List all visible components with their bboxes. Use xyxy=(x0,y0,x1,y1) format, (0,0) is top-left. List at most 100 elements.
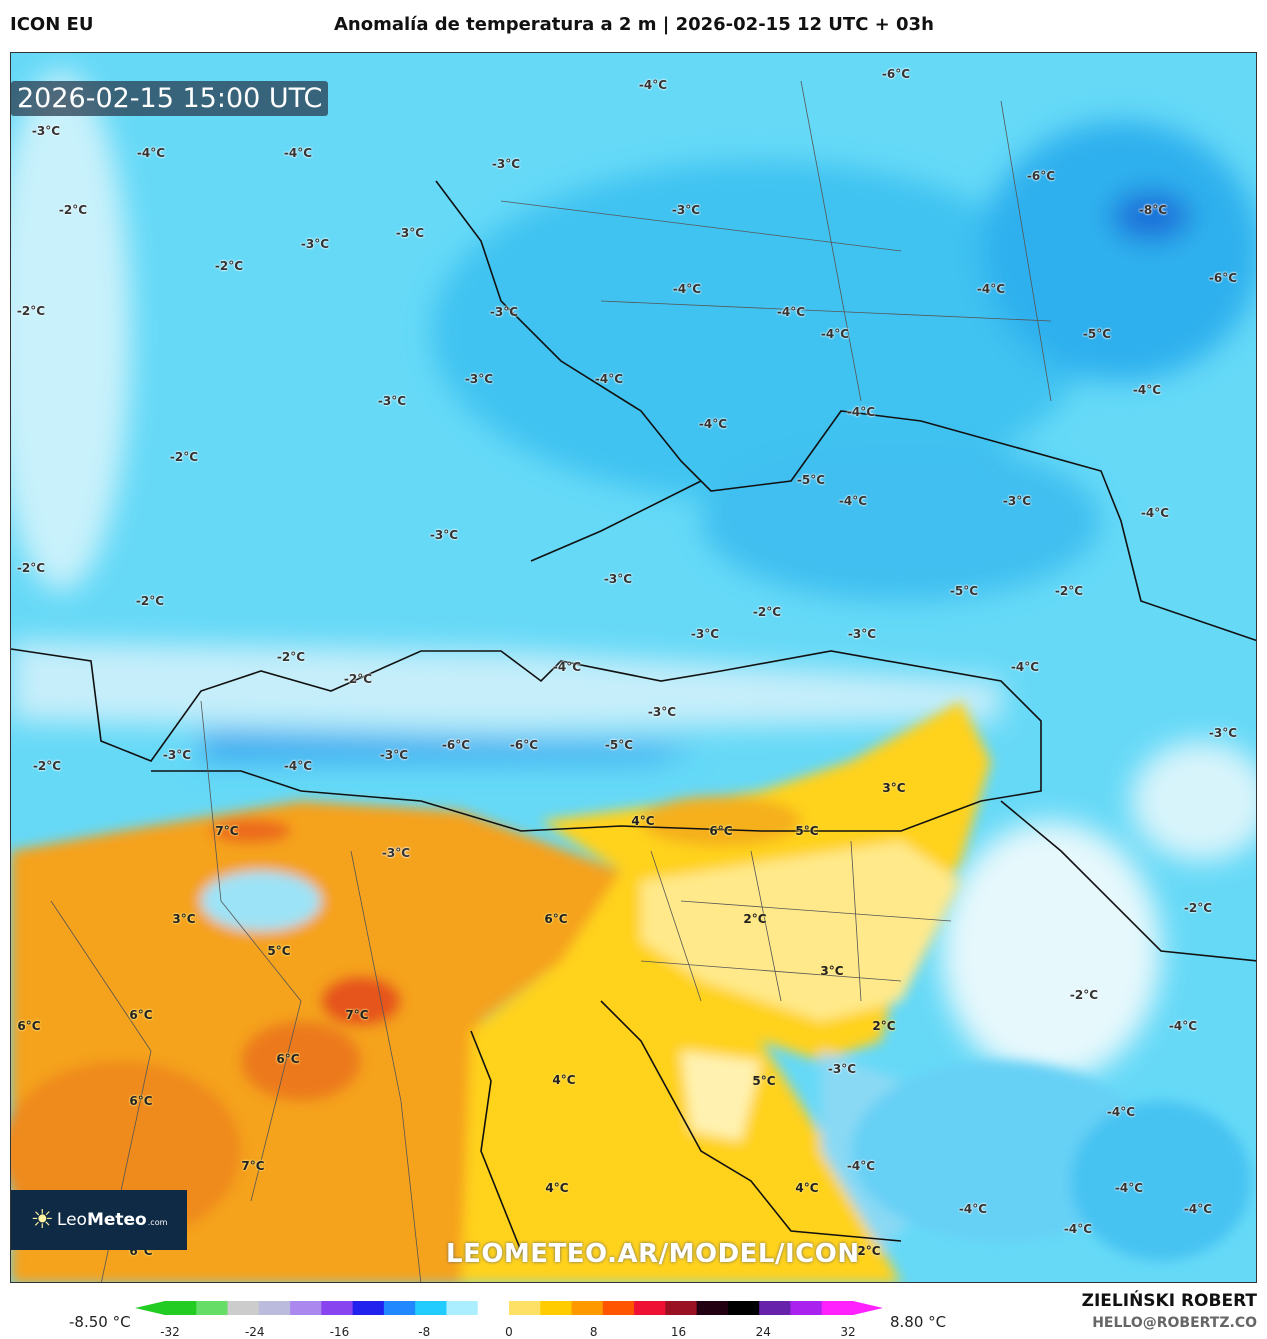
colorbar-segment xyxy=(602,1301,635,1315)
colorbar-segment xyxy=(821,1301,854,1315)
colorbar-segment xyxy=(696,1301,729,1315)
contour-label: -3°C xyxy=(300,237,330,251)
contour-label: -6°C xyxy=(881,67,911,81)
contour-label: -8°C xyxy=(1138,203,1168,217)
contour-label: -4°C xyxy=(1106,1105,1136,1119)
colorbar-segment xyxy=(540,1301,573,1315)
contour-label: -4°C xyxy=(776,305,806,319)
logo-text-light: Leo xyxy=(56,1210,87,1230)
colorbar-tick: -8 xyxy=(418,1325,431,1339)
contour-label: -3°C xyxy=(489,305,519,319)
contour-label: -2°C xyxy=(16,304,46,318)
colorbar-tick: -24 xyxy=(244,1325,265,1339)
contour-label: -2°C xyxy=(135,594,165,608)
contour-label: 2°C xyxy=(857,1244,881,1258)
contour-label: -4°C xyxy=(594,372,624,386)
leometeo-logo[interactable]: ☀ Leo Meteo .com xyxy=(11,1190,187,1250)
contour-label: -3°C xyxy=(1208,726,1238,740)
contour-label: -5°C xyxy=(604,738,634,752)
contour-label: -2°C xyxy=(16,561,46,575)
colorbar-segment xyxy=(727,1301,760,1315)
contour-label: 4°C xyxy=(552,1073,576,1087)
contour-label: -4°C xyxy=(283,759,313,773)
colorbar xyxy=(135,1301,883,1315)
contour-label: -2°C xyxy=(343,672,373,686)
contour-label: -4°C xyxy=(846,405,876,419)
colorbar-segment xyxy=(446,1301,479,1315)
contour-label: -3°C xyxy=(31,124,61,138)
contour-label: -4°C xyxy=(672,282,702,296)
colorbar-segment xyxy=(290,1301,322,1315)
model-name: ICON EU xyxy=(10,14,94,35)
contour-label: -2°C xyxy=(214,259,244,273)
author-email[interactable]: HELLO@ROBERTZ.CO xyxy=(1092,1315,1257,1331)
contour-label: -3°C xyxy=(647,705,677,719)
contour-label: 2°C xyxy=(743,912,767,926)
contour-label: -4°C xyxy=(976,282,1006,296)
contour-label: 3°C xyxy=(882,781,906,795)
contour-label: -5°C xyxy=(796,473,826,487)
contour-label: -2°C xyxy=(169,450,199,464)
colorbar-segment xyxy=(759,1301,791,1315)
colorbar-tick: 0 xyxy=(505,1325,513,1339)
contour-label: -4°C xyxy=(1010,660,1040,674)
author-name: ZIELIŃSKI ROBERT xyxy=(1081,1291,1257,1311)
contour-label: -4°C xyxy=(1183,1202,1213,1216)
contour-label: 6°C xyxy=(129,1008,153,1022)
contour-label: -2°C xyxy=(1054,584,1084,598)
colorbar-segment xyxy=(165,1301,197,1315)
contour-label: -5°C xyxy=(949,584,979,598)
contour-label: 5°C xyxy=(752,1074,776,1088)
contour-label: 6°C xyxy=(276,1052,300,1066)
contour-label: -4°C xyxy=(1168,1019,1198,1033)
contour-label: -3°C xyxy=(690,627,720,641)
contour-label: 5°C xyxy=(267,944,291,958)
colorbar-max-label: 8.80 °C xyxy=(890,1313,947,1331)
contour-label: -3°C xyxy=(377,394,407,408)
contour-label: -4°C xyxy=(1140,506,1170,520)
contour-label: -3°C xyxy=(162,748,192,762)
contour-label: -4°C xyxy=(958,1202,988,1216)
contour-label: 6°C xyxy=(709,824,733,838)
contour-label: -2°C xyxy=(276,650,306,664)
colorbar-segment xyxy=(321,1301,354,1315)
contour-label: -3°C xyxy=(827,1062,857,1076)
colorbar-segment xyxy=(227,1301,260,1315)
contour-label: -4°C xyxy=(1063,1222,1093,1236)
sun-icon: ☀ xyxy=(30,1205,54,1235)
contour-label: -3°C xyxy=(1002,494,1032,508)
colorbar-low-arrow xyxy=(135,1301,165,1315)
contour-label: -4°C xyxy=(552,660,582,674)
contour-label: -2°C xyxy=(32,759,62,773)
contour-label: -2°C xyxy=(58,203,88,217)
contour-label: 5°C xyxy=(795,824,819,838)
logo-text-suffix: .com xyxy=(147,1218,168,1227)
colorbar-segment xyxy=(571,1301,604,1315)
contour-label: -3°C xyxy=(395,226,425,240)
colorbar-segment xyxy=(665,1301,698,1315)
colorbar-high-arrow xyxy=(853,1301,883,1315)
colorbar-segment xyxy=(477,1301,510,1315)
contour-label: 7°C xyxy=(241,1159,265,1173)
colorbar-tick: -16 xyxy=(329,1325,350,1339)
contour-label: 6°C xyxy=(544,912,568,926)
colorbar-tick: -32 xyxy=(160,1325,180,1339)
contour-label: -5°C xyxy=(1082,327,1112,341)
colorbar-tick: 8 xyxy=(589,1325,598,1339)
contour-label: 4°C xyxy=(795,1181,819,1195)
temperature-anomaly-map[interactable]: -4°C -6°C -3°C -4°C -4°C -3°C -6°C -8°C -2°C -3°C… xyxy=(10,52,1257,1283)
contour-label: 6°C xyxy=(17,1019,41,1033)
map-title: Anomalía de temperatura a 2 m | 2026-02-… xyxy=(334,14,934,35)
contour-label: -2°C xyxy=(752,605,782,619)
colorbar-segment xyxy=(352,1301,385,1315)
contour-label: 6°C xyxy=(129,1094,153,1108)
contour-label: -2°C xyxy=(1183,901,1213,915)
contour-label: 4°C xyxy=(545,1181,569,1195)
contour-label: -4°C xyxy=(1114,1181,1144,1195)
contour-label: -6°C xyxy=(509,738,539,752)
contour-label: -2°C xyxy=(1069,988,1099,1002)
contour-label: -4°C xyxy=(136,146,166,160)
map-field xyxy=(11,53,1256,1282)
contour-label: 4°C xyxy=(631,814,655,828)
contour-label: -4°C xyxy=(846,1159,876,1173)
